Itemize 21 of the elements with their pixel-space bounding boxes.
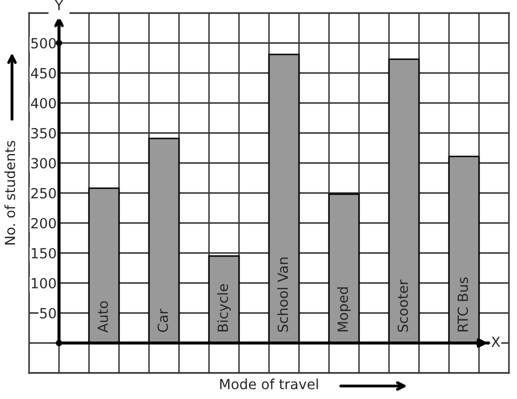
x-tick-label: Auto bbox=[98, 301, 108, 333]
y-tick-label: 400 bbox=[30, 98, 56, 108]
x-tick-label: Scooter bbox=[398, 280, 408, 332]
y-tick-label: 150 bbox=[32, 248, 56, 258]
x-tick-label: RTC Bus bbox=[458, 277, 468, 332]
x-tick-label: Car bbox=[158, 308, 168, 332]
y-tick-label: 50 bbox=[40, 308, 56, 318]
y-tick-label: 250 bbox=[31, 188, 56, 198]
annotation: X bbox=[491, 336, 500, 347]
text: Y bbox=[54, 0, 64, 10]
y-tick-label: 200 bbox=[31, 218, 56, 228]
x-axis-title: Mode of travel bbox=[220, 378, 318, 390]
y-tick-label: 350 bbox=[31, 128, 56, 138]
y-tick-label: 450 bbox=[30, 68, 56, 78]
x-tick-label: Bicycle bbox=[217, 284, 231, 332]
y-tick-label: 100 bbox=[32, 278, 56, 288]
x-tick-label: Moped bbox=[337, 287, 351, 332]
y-tick-label: 300 bbox=[31, 158, 56, 168]
x-tick-label: School Van bbox=[277, 258, 288, 332]
y-tick-label: 500 bbox=[31, 38, 56, 48]
y-axis-title: No. of students bbox=[4, 140, 16, 244]
